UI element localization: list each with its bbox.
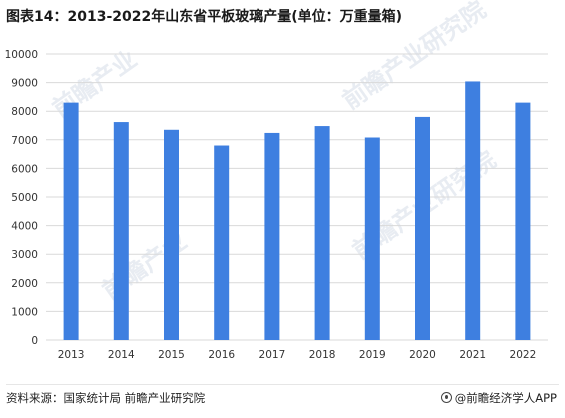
y-tick-label: 10000 bbox=[5, 49, 38, 61]
x-axis-tick-labels: 2013 2014 2015 2016 2017 2018 2019 2020 2021 2022 bbox=[58, 349, 537, 361]
y-tick-label: 1000 bbox=[11, 306, 38, 318]
chart-title: 图表14：2013-2022年山东省平板玻璃产量(单位：万重量箱) bbox=[6, 9, 403, 25]
x-tick-label: 2013 bbox=[58, 349, 85, 361]
y-tick-label: 0 bbox=[31, 335, 38, 347]
bar-2019 bbox=[364, 137, 380, 340]
source-note: 资料来源：国家统计局 前瞻产业研究院 bbox=[6, 391, 206, 405]
bar-2017 bbox=[264, 132, 280, 340]
bar-2021 bbox=[465, 81, 481, 341]
footer-divider bbox=[6, 384, 559, 385]
y-tick-label: 4000 bbox=[11, 221, 38, 233]
credit-label: @前瞻经济学人APP bbox=[454, 391, 557, 405]
bar-2014 bbox=[113, 122, 129, 341]
x-tick-label: 2017 bbox=[259, 349, 286, 361]
y-tick-label: 6000 bbox=[11, 163, 38, 175]
x-tick-label: 2018 bbox=[309, 349, 336, 361]
y-tick-label: 7000 bbox=[11, 135, 38, 147]
bar-2016 bbox=[214, 145, 230, 340]
x-tick-label: 2014 bbox=[108, 349, 135, 361]
x-tick-label: 2019 bbox=[359, 349, 386, 361]
x-tick-label: 2020 bbox=[409, 349, 436, 361]
y-tick-label: 3000 bbox=[11, 249, 38, 261]
bar-2022 bbox=[515, 102, 531, 341]
bar-2015 bbox=[164, 129, 179, 340]
bar-series bbox=[63, 81, 531, 341]
y-tick-label: 8000 bbox=[11, 106, 38, 118]
x-tick-label: 2021 bbox=[459, 349, 486, 361]
y-tick-label: 2000 bbox=[11, 278, 38, 290]
bar-2020 bbox=[415, 116, 430, 340]
y-tick-label: 5000 bbox=[11, 192, 38, 204]
bar-2018 bbox=[314, 126, 330, 341]
x-tick-label: 2016 bbox=[208, 349, 235, 361]
credit-note: @前瞻经济学人APP bbox=[440, 390, 557, 406]
gridlines bbox=[46, 53, 548, 341]
x-tick-label: 2015 bbox=[158, 349, 185, 361]
brand-icon bbox=[440, 392, 452, 403]
y-tick-label: 9000 bbox=[11, 78, 38, 90]
bar-2013 bbox=[63, 102, 79, 341]
x-tick-label: 2022 bbox=[510, 349, 537, 361]
y-axis-tick-labels: 0 1000 2000 3000 4000 5000 6000 7000 8000 9000 100… bbox=[5, 49, 38, 347]
